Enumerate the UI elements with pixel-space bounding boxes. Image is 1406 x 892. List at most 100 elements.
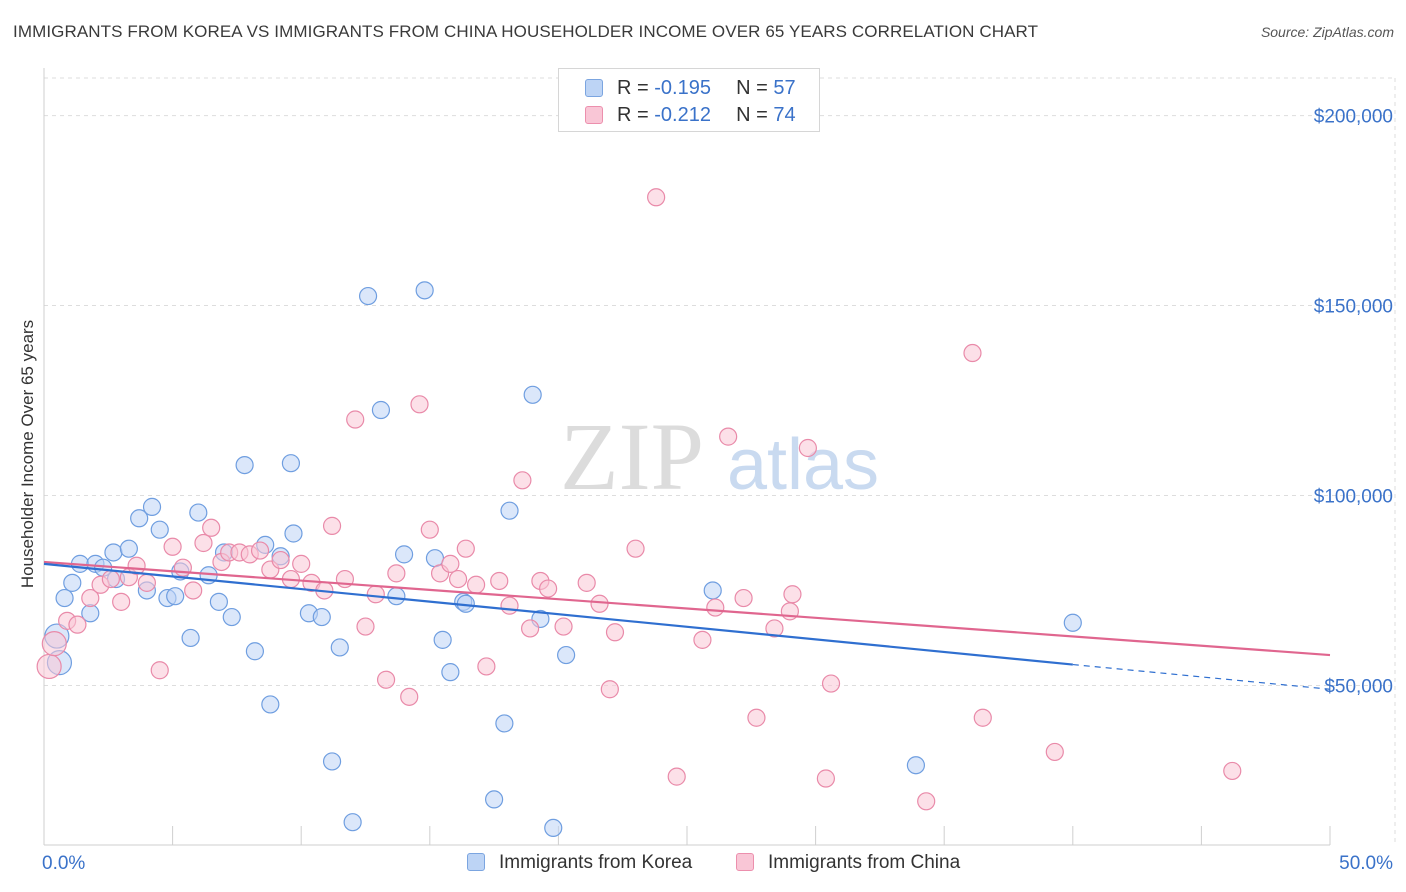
korea-point: [150, 520, 169, 539]
korea-point: [523, 385, 542, 404]
china-trend-line: [43, 560, 1331, 657]
korea-point: [119, 539, 138, 558]
korea-point: [261, 695, 280, 714]
legend-china-label: Immigrants from China: [768, 852, 961, 873]
china-point: [448, 569, 468, 589]
china-point: [605, 623, 625, 642]
watermark-atlas: atlas: [727, 425, 879, 505]
china-point: [963, 343, 982, 363]
china-point: [250, 541, 270, 560]
china-point: [539, 579, 558, 598]
china-point: [150, 661, 169, 680]
china-point: [101, 569, 120, 589]
korea-point: [322, 752, 342, 771]
korea-point: [142, 497, 162, 516]
china-point: [577, 573, 596, 592]
china-point: [420, 520, 439, 539]
y-tick-label: $50,000: [1324, 676, 1393, 697]
china-point: [81, 588, 100, 608]
china-r-value: -0.212: [654, 104, 711, 126]
korea-point: [312, 607, 331, 627]
korea-point: [394, 545, 414, 564]
y-axis-label: Householder Income Over 65 years: [18, 320, 37, 588]
china-point: [322, 516, 342, 535]
korea-point: [104, 543, 123, 562]
korea-point: [222, 607, 241, 627]
china-point: [36, 653, 62, 680]
korea-point: [166, 587, 185, 606]
korea-point: [209, 592, 228, 611]
china-point: [1045, 742, 1064, 762]
korea-point: [330, 638, 349, 657]
china-point: [490, 571, 509, 591]
china-r-label: R =: [617, 104, 655, 126]
axes: [43, 68, 1331, 846]
korea-point: [500, 501, 519, 520]
china-points: [36, 188, 1242, 811]
legend-china-swatch: [736, 853, 754, 871]
korea-point: [387, 587, 406, 606]
korea-point: [1063, 613, 1082, 632]
x-tick-label-min: 0.0%: [42, 853, 85, 874]
korea-point: [415, 281, 434, 300]
china-point: [647, 188, 666, 207]
china-point: [626, 539, 645, 558]
korea-point: [245, 642, 265, 661]
x-tick-label-max: 50.0%: [1339, 853, 1393, 874]
korea-point: [189, 503, 208, 522]
china-point: [137, 573, 156, 592]
china-point: [173, 558, 192, 577]
korea-points: [44, 281, 1082, 838]
china-point: [590, 594, 609, 613]
tick-labels: $50,000 $100,000 $150,000 $200,000 0.0% 50.0%: [42, 107, 1393, 874]
korea-point: [130, 509, 149, 528]
china-point: [346, 410, 365, 429]
korea-trend-line: [43, 562, 1073, 666]
trend-lines: [43, 560, 1331, 690]
china-point: [271, 550, 290, 570]
china-point: [667, 767, 686, 786]
china-point: [747, 708, 766, 727]
china-n-value: 74: [773, 104, 796, 126]
china-point: [400, 687, 419, 706]
china-point: [376, 670, 396, 689]
korea-point: [703, 581, 722, 600]
korea-point: [358, 286, 378, 306]
korea-point: [906, 756, 926, 775]
china-point: [194, 533, 213, 553]
korea-point: [485, 790, 504, 809]
y-tick-label: $200,000: [1314, 107, 1393, 128]
korea-point: [343, 813, 362, 832]
china-point: [600, 680, 619, 699]
korea-point: [425, 549, 445, 568]
y-tick-label: $150,000: [1314, 297, 1393, 318]
korea-point: [557, 645, 576, 665]
china-point: [41, 631, 67, 657]
watermark-zip: ZIP: [560, 403, 704, 510]
china-point: [798, 438, 817, 458]
korea-point: [495, 714, 514, 733]
korea-swatch: [585, 79, 603, 97]
korea-point: [284, 524, 303, 543]
china-point: [456, 539, 475, 558]
korea-point: [181, 628, 200, 648]
china-point: [1223, 761, 1242, 781]
source-label: Source: ZipAtlas.com: [1260, 24, 1394, 40]
korea-point: [441, 663, 460, 682]
china-point: [554, 617, 573, 636]
legend-korea-swatch: [467, 853, 485, 871]
korea-n-label: N =: [736, 77, 774, 99]
china-point: [410, 395, 429, 414]
china-point: [500, 596, 519, 615]
china-point: [366, 585, 385, 604]
china-point: [706, 598, 725, 617]
china-point: [163, 537, 182, 556]
china-point: [292, 554, 311, 573]
china-point: [765, 619, 784, 638]
korea-point: [371, 400, 391, 420]
korea-point: [235, 455, 254, 475]
china-point: [387, 564, 406, 583]
china-point: [356, 617, 375, 636]
china-point: [734, 588, 753, 608]
